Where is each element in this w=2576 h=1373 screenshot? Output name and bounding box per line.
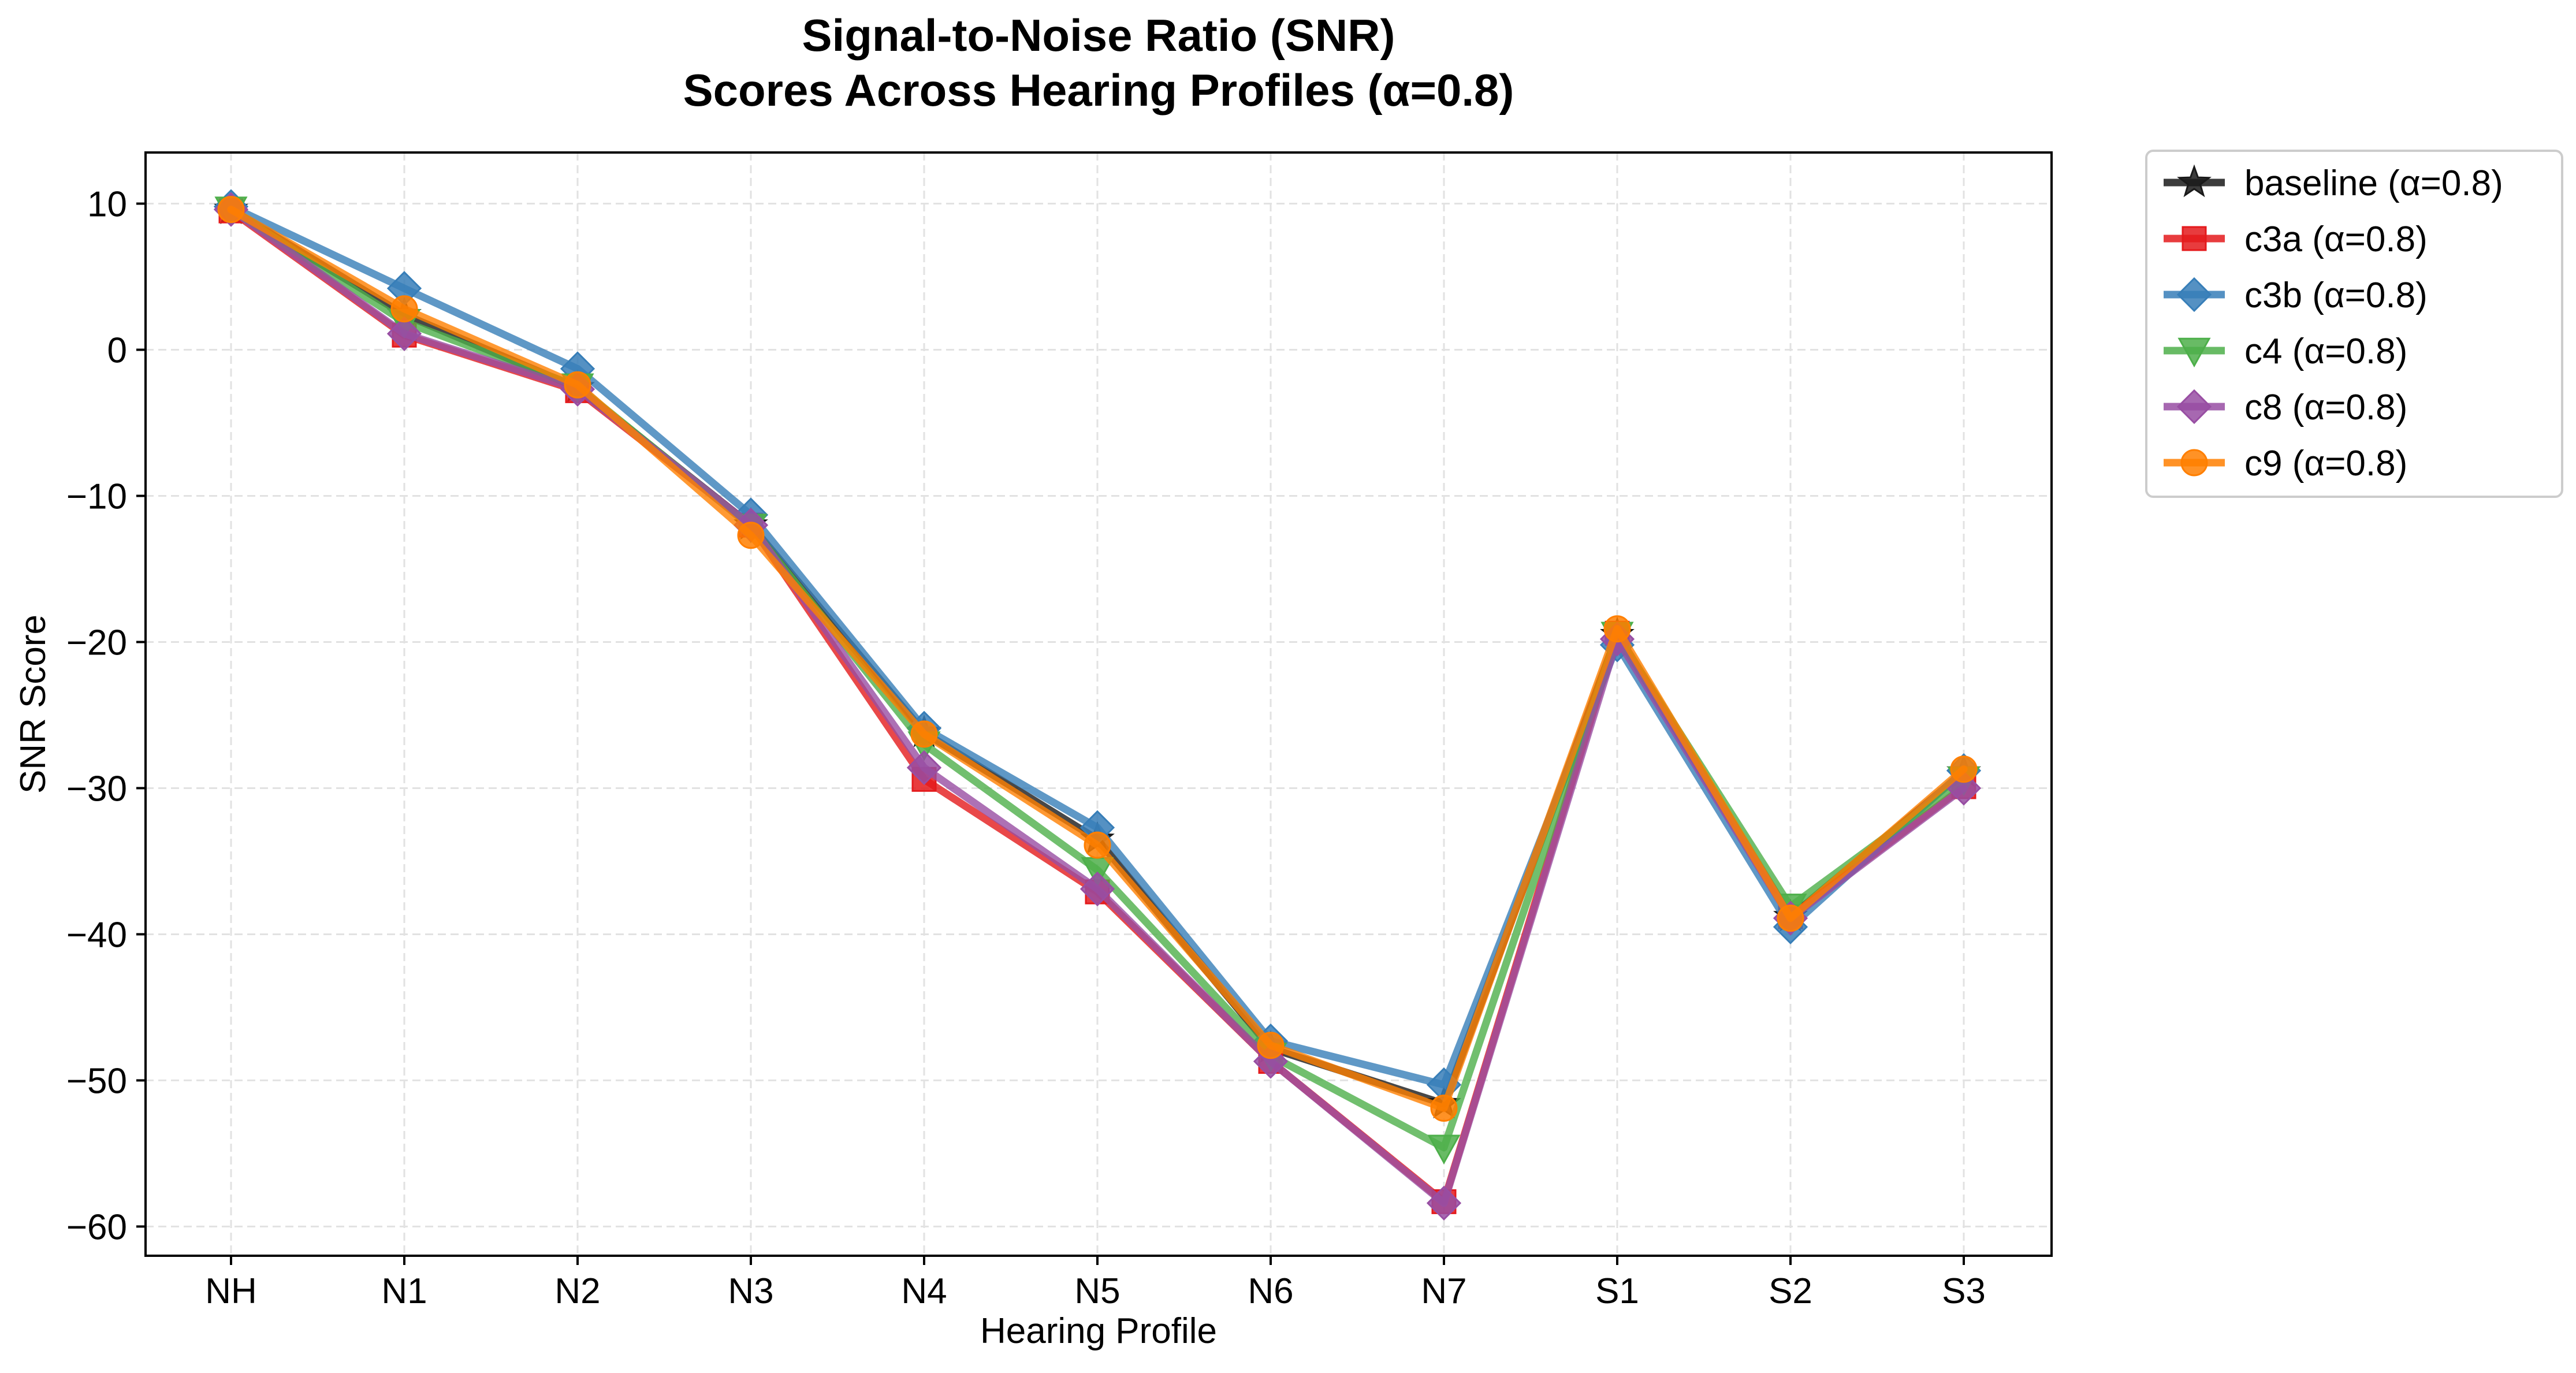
x-tick-label: N1: [381, 1271, 427, 1311]
series-group: [217, 196, 1978, 1122]
data-point-marker: [1257, 1032, 1285, 1059]
legend-swatch-marker: [2180, 449, 2208, 477]
chart-subtitle: Scores Across Hearing Profiles (α=0.8): [683, 65, 1514, 116]
x-tick-label: N7: [1421, 1271, 1466, 1311]
legend-item: c8 (α=0.8): [2164, 388, 2407, 427]
data-point-marker: [1950, 756, 1978, 783]
y-tick-label: −60: [66, 1207, 127, 1247]
x-axis-label: Hearing Profile: [980, 1311, 1217, 1351]
data-point-marker: [1084, 831, 1111, 859]
data-point-marker: [1426, 1185, 1462, 1221]
legend-frame: [2145, 150, 2563, 498]
data-point-marker: [1777, 905, 1804, 932]
data-point-marker: [390, 295, 418, 323]
x-tick-label: N3: [728, 1271, 773, 1311]
legend-item: c3b (α=0.8): [2164, 276, 2428, 315]
legend-swatch-marker: [2177, 337, 2211, 368]
data-point-marker: [564, 371, 591, 399]
data-point-marker: [1430, 1094, 1458, 1122]
legend-swatch-marker: [2176, 389, 2212, 425]
data-point-marker: [1079, 871, 1115, 907]
legend-label: c3a (α=0.8): [2244, 219, 2428, 259]
legend-item: c3a (α=0.8): [2164, 219, 2428, 259]
y-tick-label: −40: [66, 915, 127, 955]
legend-item: c4 (α=0.8): [2164, 332, 2407, 371]
axis-ticks: NH N1 N2 N3 N4 N5 N6 N7 S1 S2 S3 10 0 −10 −20 −30 −40 −50…: [66, 185, 1986, 1311]
legend-label: c3b (α=0.8): [2244, 276, 2428, 315]
legend-swatch-marker: [2182, 226, 2207, 251]
data-point-marker: [386, 316, 422, 351]
chart-title: Signal-to-Noise Ratio (SNR): [802, 10, 1395, 61]
data-point-marker: [1603, 615, 1631, 643]
y-tick-label: −50: [66, 1061, 127, 1101]
legend-swatch-marker: [2176, 277, 2212, 312]
legend-items: baseline (α=0.8) c3a (α=0.8) c3b (α=0.8) c4…: [2164, 163, 2503, 483]
grid-lines: [146, 152, 2052, 1256]
legend-item: c9 (α=0.8): [2164, 444, 2407, 483]
legend-label: baseline (α=0.8): [2244, 163, 2503, 203]
chart-legend: baseline (α=0.8) c3a (α=0.8) c3b (α=0.8) c4…: [2145, 150, 2563, 498]
legend-swatch-marker: [2177, 164, 2212, 198]
data-point-marker: [217, 196, 245, 224]
legend-item: baseline (α=0.8): [2164, 163, 2503, 203]
data-point-marker: [910, 720, 938, 748]
y-tick-label: −20: [66, 623, 127, 663]
x-tick-label: S3: [1942, 1271, 1986, 1311]
data-series: [213, 189, 1982, 1221]
data-point-marker: [737, 522, 765, 549]
legend-label: c4 (α=0.8): [2244, 332, 2407, 371]
y-tick-label: 10: [87, 185, 127, 225]
legend-label: c8 (α=0.8): [2244, 388, 2407, 427]
data-point-marker: [1427, 1134, 1461, 1164]
x-tick-label: N5: [1074, 1271, 1120, 1311]
data-point-marker: [906, 750, 942, 786]
y-tick-label: 0: [107, 331, 127, 371]
x-tick-label: N6: [1248, 1271, 1293, 1311]
x-tick-label: S2: [1769, 1271, 1812, 1311]
y-tick-label: −30: [66, 769, 127, 809]
y-axis-label: SNR Score: [13, 615, 53, 794]
y-tick-label: −10: [66, 477, 127, 517]
legend-label: c9 (α=0.8): [2244, 444, 2407, 483]
x-tick-label: NH: [205, 1271, 257, 1311]
x-tick-label: N2: [554, 1271, 600, 1311]
x-tick-label: S1: [1595, 1271, 1639, 1311]
x-tick-label: N4: [901, 1271, 947, 1311]
